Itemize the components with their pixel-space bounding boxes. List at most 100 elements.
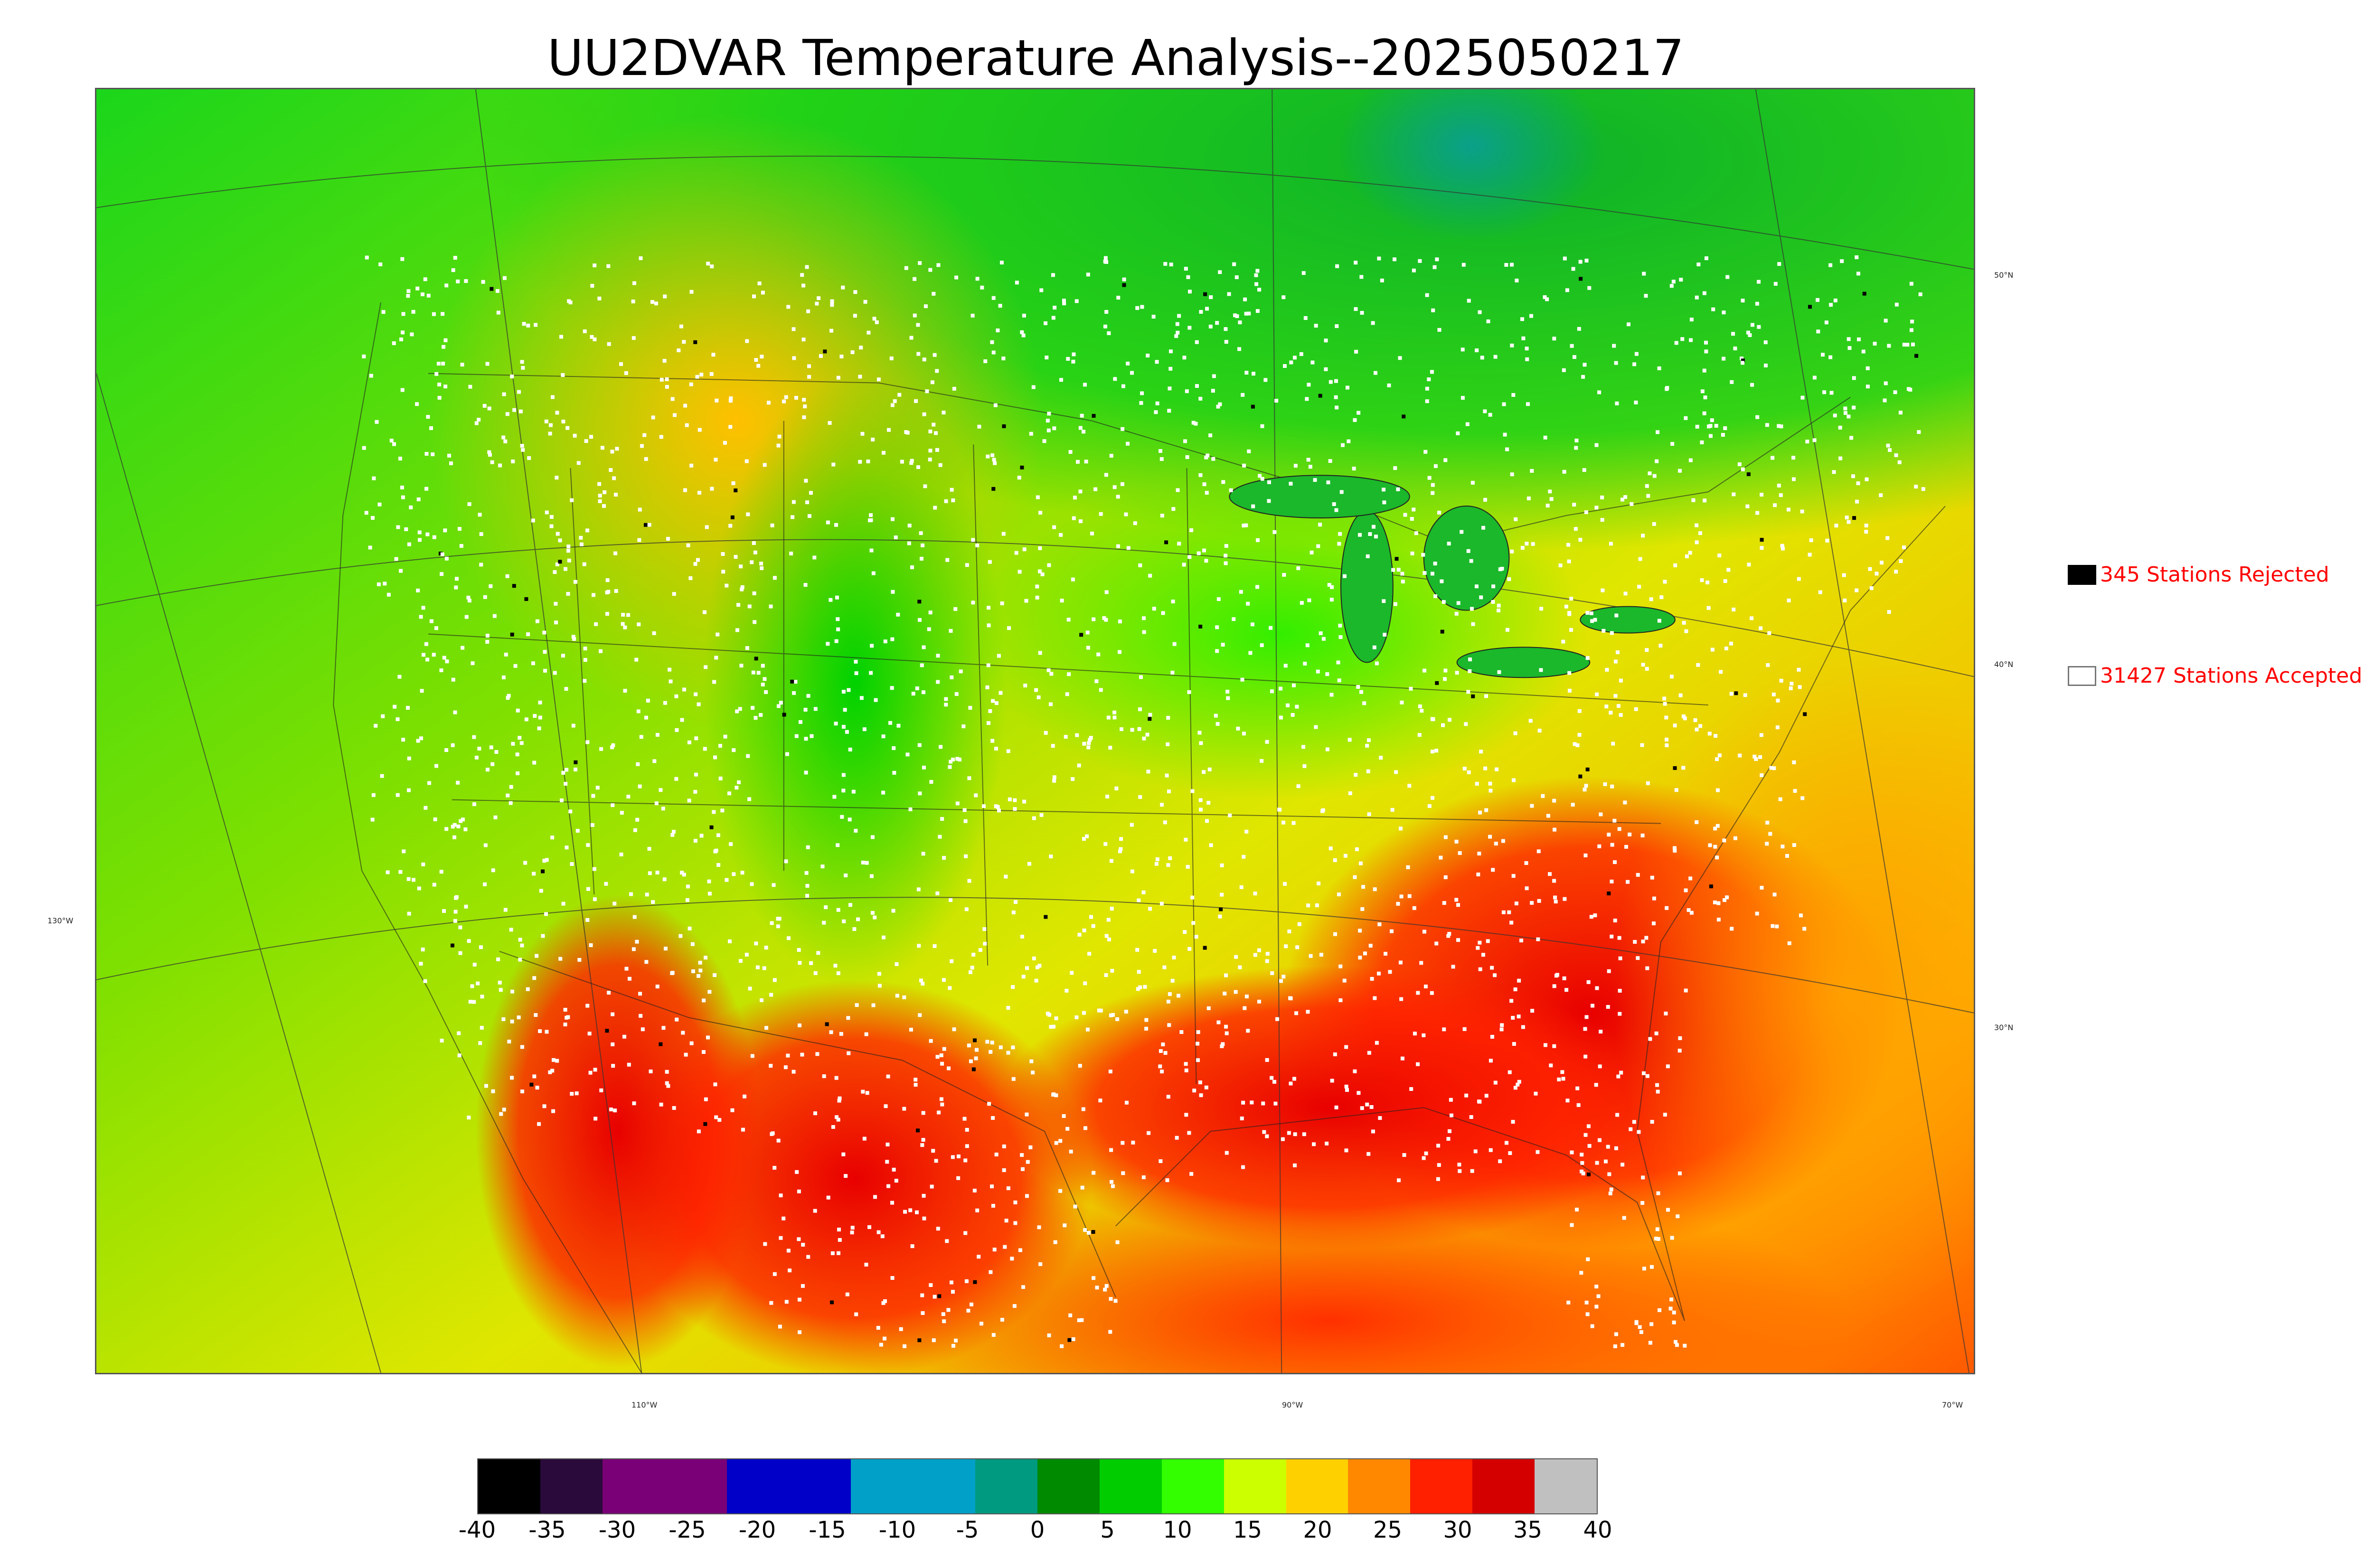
accepted-station-marker [1683, 1343, 1687, 1348]
accepted-station-marker [426, 293, 431, 298]
accepted-station-marker [778, 1324, 782, 1329]
accepted-station-marker [1295, 704, 1299, 709]
accepted-station-marker [1722, 838, 1726, 843]
accepted-station-marker [942, 1047, 946, 1051]
accepted-station-marker [1382, 599, 1386, 603]
accepted-station-marker [457, 1031, 461, 1035]
accepted-station-marker [567, 299, 571, 303]
accepted-station-marker [682, 687, 687, 692]
accepted-station-marker [909, 336, 914, 340]
rejected-station-marker [490, 287, 494, 291]
accepted-station-marker [1674, 1340, 1678, 1344]
accepted-station-marker [921, 852, 925, 856]
accepted-station-marker [1135, 306, 1140, 310]
accepted-station-marker [903, 1210, 907, 1214]
accepted-station-marker [820, 864, 825, 869]
accepted-station-marker [682, 340, 686, 344]
accepted-station-marker [680, 718, 684, 722]
accepted-station-marker [1566, 1300, 1571, 1305]
accepted-station-marker [1377, 922, 1382, 927]
accepted-station-marker [1829, 303, 1833, 307]
accepted-station-marker [1053, 305, 1057, 310]
accepted-station-marker [1296, 566, 1300, 570]
accepted-station-marker [1476, 873, 1480, 877]
accepted-station-marker [1785, 854, 1789, 858]
accepted-station-marker [929, 1283, 933, 1287]
accepted-station-marker [1610, 784, 1614, 789]
accepted-station-marker [1265, 1134, 1269, 1138]
accepted-station-marker [1208, 433, 1213, 438]
accepted-station-marker [1176, 330, 1180, 335]
accepted-station-marker [655, 732, 659, 737]
colorbar-segment [1037, 1459, 1100, 1513]
accepted-station-marker [1042, 439, 1046, 443]
accepted-station-marker [444, 283, 449, 288]
accepted-station-marker [754, 716, 758, 720]
accepted-station-marker [554, 620, 558, 625]
accepted-station-marker [1553, 827, 1557, 832]
accepted-station-marker [1622, 1216, 1626, 1220]
accepted-station-marker [970, 1302, 973, 1306]
accepted-station-marker [907, 524, 912, 528]
accepted-station-marker [716, 863, 721, 867]
accepted-station-marker [1433, 562, 1437, 566]
accepted-station-marker [1080, 413, 1084, 418]
accepted-station-marker [1681, 766, 1686, 770]
accepted-station-marker [556, 532, 560, 536]
accepted-station-marker [1226, 696, 1230, 700]
rejected-station-marker [1587, 1172, 1591, 1176]
accepted-station-marker [949, 898, 953, 902]
accepted-station-marker [1138, 795, 1142, 799]
accepted-station-marker [1420, 709, 1424, 713]
rejected-station-marker [830, 1300, 834, 1305]
accepted-station-marker [1478, 940, 1482, 945]
accepted-station-marker [1512, 1042, 1516, 1046]
accepted-station-marker [1549, 1063, 1553, 1068]
accepted-station-marker [544, 912, 548, 916]
accepted-station-marker [959, 669, 963, 674]
accepted-station-marker [1246, 601, 1250, 606]
accepted-station-marker [1645, 667, 1649, 671]
accepted-station-marker [826, 642, 830, 646]
accepted-station-marker [1921, 487, 1925, 491]
accepted-station-marker [1695, 727, 1699, 732]
accepted-station-marker [740, 587, 744, 592]
accepted-station-marker [971, 538, 975, 542]
accepted-station-marker [1109, 453, 1113, 458]
rejected-station-marker [1067, 1338, 1072, 1342]
accepted-station-marker [1106, 918, 1111, 922]
accepted-station-marker [1087, 741, 1091, 745]
accepted-station-marker [1656, 1089, 1660, 1094]
accepted-station-marker [1319, 631, 1323, 635]
accepted-station-marker [644, 457, 648, 461]
accepted-station-marker [835, 1115, 839, 1119]
accepted-station-marker [1382, 500, 1386, 505]
accepted-station-marker [861, 1089, 865, 1094]
accepted-station-marker [610, 450, 614, 454]
accepted-station-marker [1864, 530, 1868, 534]
accepted-station-marker [638, 784, 642, 789]
rejected-station-marker [510, 632, 514, 637]
accepted-station-marker [1421, 553, 1425, 557]
accepted-station-marker [1498, 567, 1502, 572]
state-borders [333, 302, 1946, 1373]
accepted-station-marker [753, 550, 757, 554]
accepted-station-marker [537, 726, 541, 731]
accepted-station-marker [830, 303, 834, 307]
accepted-station-marker [496, 957, 500, 961]
accepted-station-marker [718, 744, 722, 748]
accepted-station-marker [1293, 1163, 1297, 1167]
accepted-station-marker [1006, 1051, 1010, 1055]
accepted-station-marker [1695, 523, 1699, 527]
accepted-station-marker [495, 289, 499, 293]
accepted-station-marker [1658, 644, 1663, 648]
accepted-station-marker [1082, 837, 1086, 841]
accepted-station-marker [936, 263, 941, 267]
accepted-station-marker [877, 984, 882, 988]
rejected-station-marker [973, 1280, 977, 1284]
accepted-station-marker [1006, 1186, 1010, 1191]
accepted-station-marker [1382, 488, 1386, 492]
accepted-station-marker [1035, 595, 1039, 600]
accepted-station-marker [532, 761, 537, 765]
accepted-station-marker [1512, 778, 1516, 782]
